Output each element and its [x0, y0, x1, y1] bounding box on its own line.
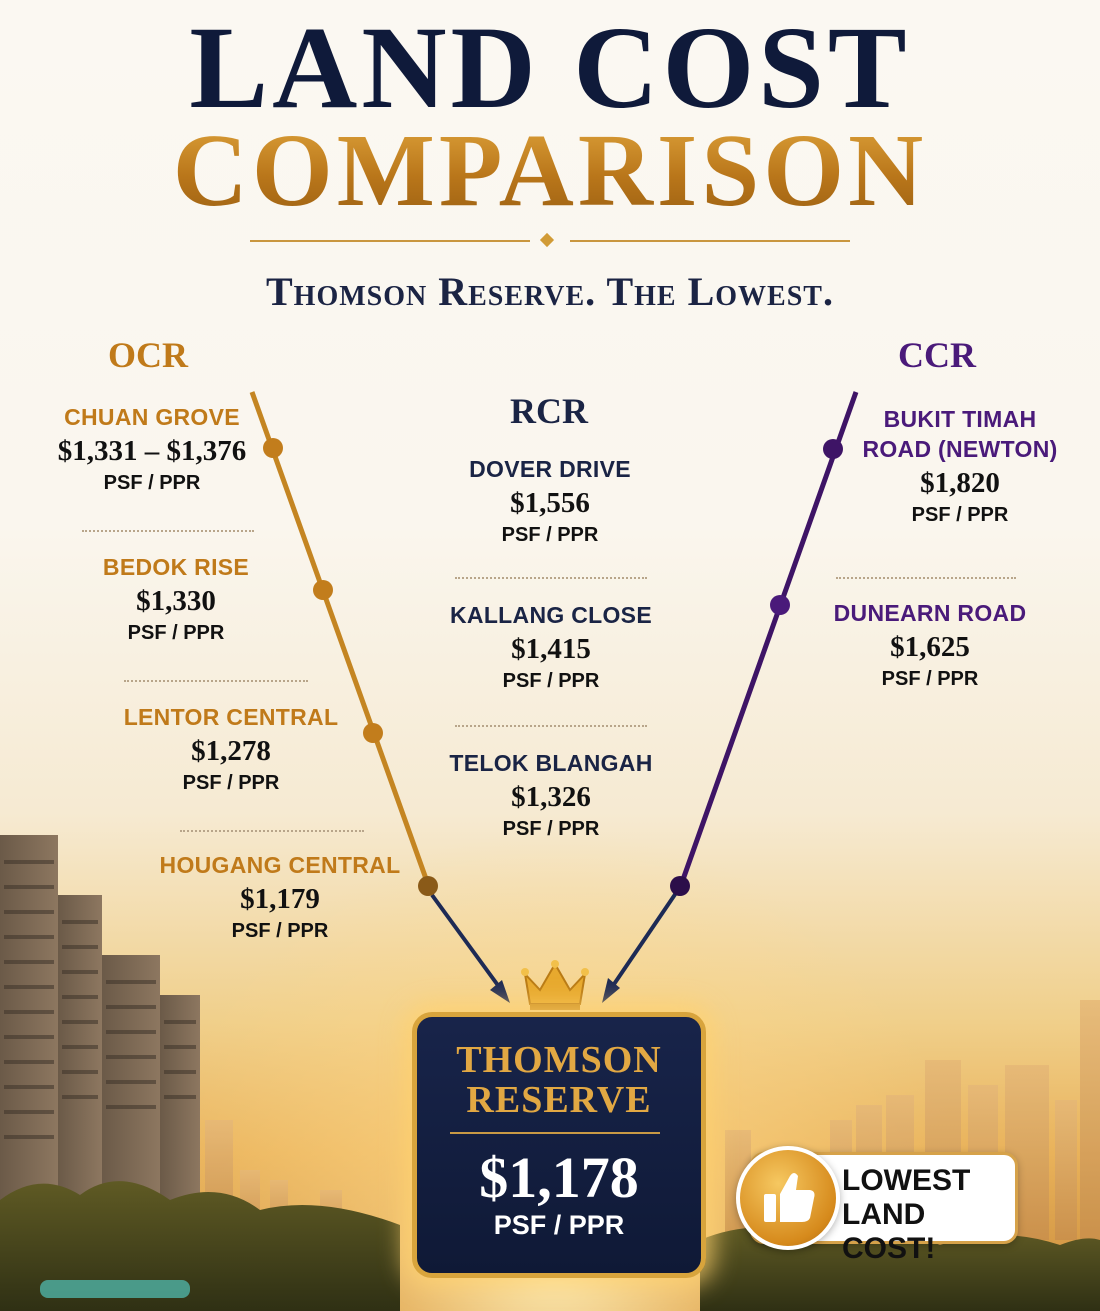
entry-unit: PSF / PPR — [103, 472, 201, 494]
ccr-entry-bukit-timah: BUKIT TIMAH ROAD (NEWTON) $1,820 PSF / P… — [862, 404, 1058, 528]
entry-name: TELOK BLANGAH — [449, 750, 653, 776]
entry-unit: PSF / PPR — [502, 818, 600, 840]
divider-dotted — [124, 680, 308, 682]
entry-unit: PSF / PPR — [881, 668, 979, 690]
divider-dotted — [455, 577, 647, 579]
entry-price: $1,820 — [920, 467, 1000, 499]
badge-text: LOWEST LAND COST! — [842, 1164, 971, 1265]
entry-price: $1,331 – $1,376 — [57, 435, 247, 467]
crown-icon — [521, 960, 589, 1010]
highlight-name: THOMSON RESERVE — [456, 1039, 662, 1121]
arrow-head-left-icon — [490, 980, 510, 1003]
ocr-point-2 — [313, 580, 333, 600]
ocr-entry-hougang-central: HOUGANG CENTRAL $1,179 PSF / PPR — [155, 850, 405, 944]
entry-name: CHUAN GROVE — [64, 404, 240, 430]
divider-right — [570, 240, 850, 242]
ccr-heading: CCR — [898, 335, 976, 375]
highlight-divider — [450, 1132, 660, 1134]
rcr-entry-kallang-close: KALLANG CLOSE $1,415 PSF / PPR — [440, 600, 662, 694]
ccr-point-1 — [823, 439, 843, 459]
thumbs-up-badge-circle — [736, 1146, 840, 1250]
ocr-entry-chuan-grove: CHUAN GROVE $1,331 – $1,376 PSF / PPR — [42, 402, 262, 496]
entry-price: $1,326 — [511, 781, 591, 813]
ccr-point-2 — [770, 595, 790, 615]
title-line-1: LAND COST — [189, 2, 911, 133]
title-line-2: COMPARISON — [0, 116, 1100, 226]
entry-price: $1,330 — [136, 585, 216, 617]
entry-name: KALLANG CLOSE — [450, 602, 652, 628]
entry-unit: PSF / PPR — [127, 622, 225, 644]
ccr-entry-dunearn-road: DUNEARN ROAD $1,625 PSF / PPR — [830, 598, 1030, 692]
entry-unit: PSF / PPR — [501, 524, 599, 546]
arrow-head-right-icon — [602, 978, 620, 1003]
entry-name: DOVER DRIVE — [469, 456, 631, 482]
entry-unit: PSF / PPR — [502, 670, 600, 692]
entry-price: $1,415 — [511, 633, 591, 665]
highlight-price: $1,178 — [479, 1145, 639, 1210]
ocr-heading: OCR — [108, 335, 188, 375]
ocr-entry-lentor-central: LENTOR CENTRAL $1,278 PSF / PPR — [116, 702, 346, 796]
entry-price: $1,556 — [510, 487, 590, 519]
thomson-reserve-highlight-card — [412, 1012, 706, 1278]
entry-price: $1,179 — [240, 883, 320, 915]
thumbs-up-icon — [764, 1173, 815, 1222]
divider-dotted — [82, 530, 254, 532]
ccr-point-3 — [670, 876, 690, 896]
divider-dotted — [180, 830, 364, 832]
entry-unit: PSF / PPR — [231, 920, 329, 942]
entry-unit: PSF / PPR — [182, 772, 280, 794]
rcr-entry-telok-blangah: TELOK BLANGAH $1,326 PSF / PPR — [440, 748, 662, 842]
entry-name: LENTOR CENTRAL — [123, 704, 339, 730]
entry-name: BUKIT TIMAH ROAD (NEWTON) — [862, 406, 1058, 462]
entry-name: HOUGANG CENTRAL — [159, 852, 401, 878]
rcr-heading: RCR — [510, 391, 588, 431]
ocr-point-4 — [418, 876, 438, 896]
entry-price: $1,625 — [890, 631, 970, 663]
rcr-entry-dover-drive: DOVER DRIVE $1,556 PSF / PPR — [440, 454, 660, 548]
divider-dotted — [836, 577, 1016, 579]
divider-dotted — [455, 725, 647, 727]
entry-name: DUNEARN ROAD — [833, 600, 1027, 626]
highlight-unit: PSF / PPR — [493, 1210, 625, 1240]
ocr-point-3 — [363, 723, 383, 743]
entry-unit: PSF / PPR — [911, 504, 1009, 526]
entry-name: BEDOK RISE — [102, 554, 250, 580]
divider-left — [250, 240, 530, 242]
ocr-point-1 — [263, 438, 283, 458]
subtitle: Thomson Reserve. The Lowest. — [266, 269, 834, 314]
ocr-entry-bedok-rise: BEDOK RISE $1,330 PSF / PPR — [66, 552, 286, 646]
entry-price: $1,278 — [191, 735, 271, 767]
